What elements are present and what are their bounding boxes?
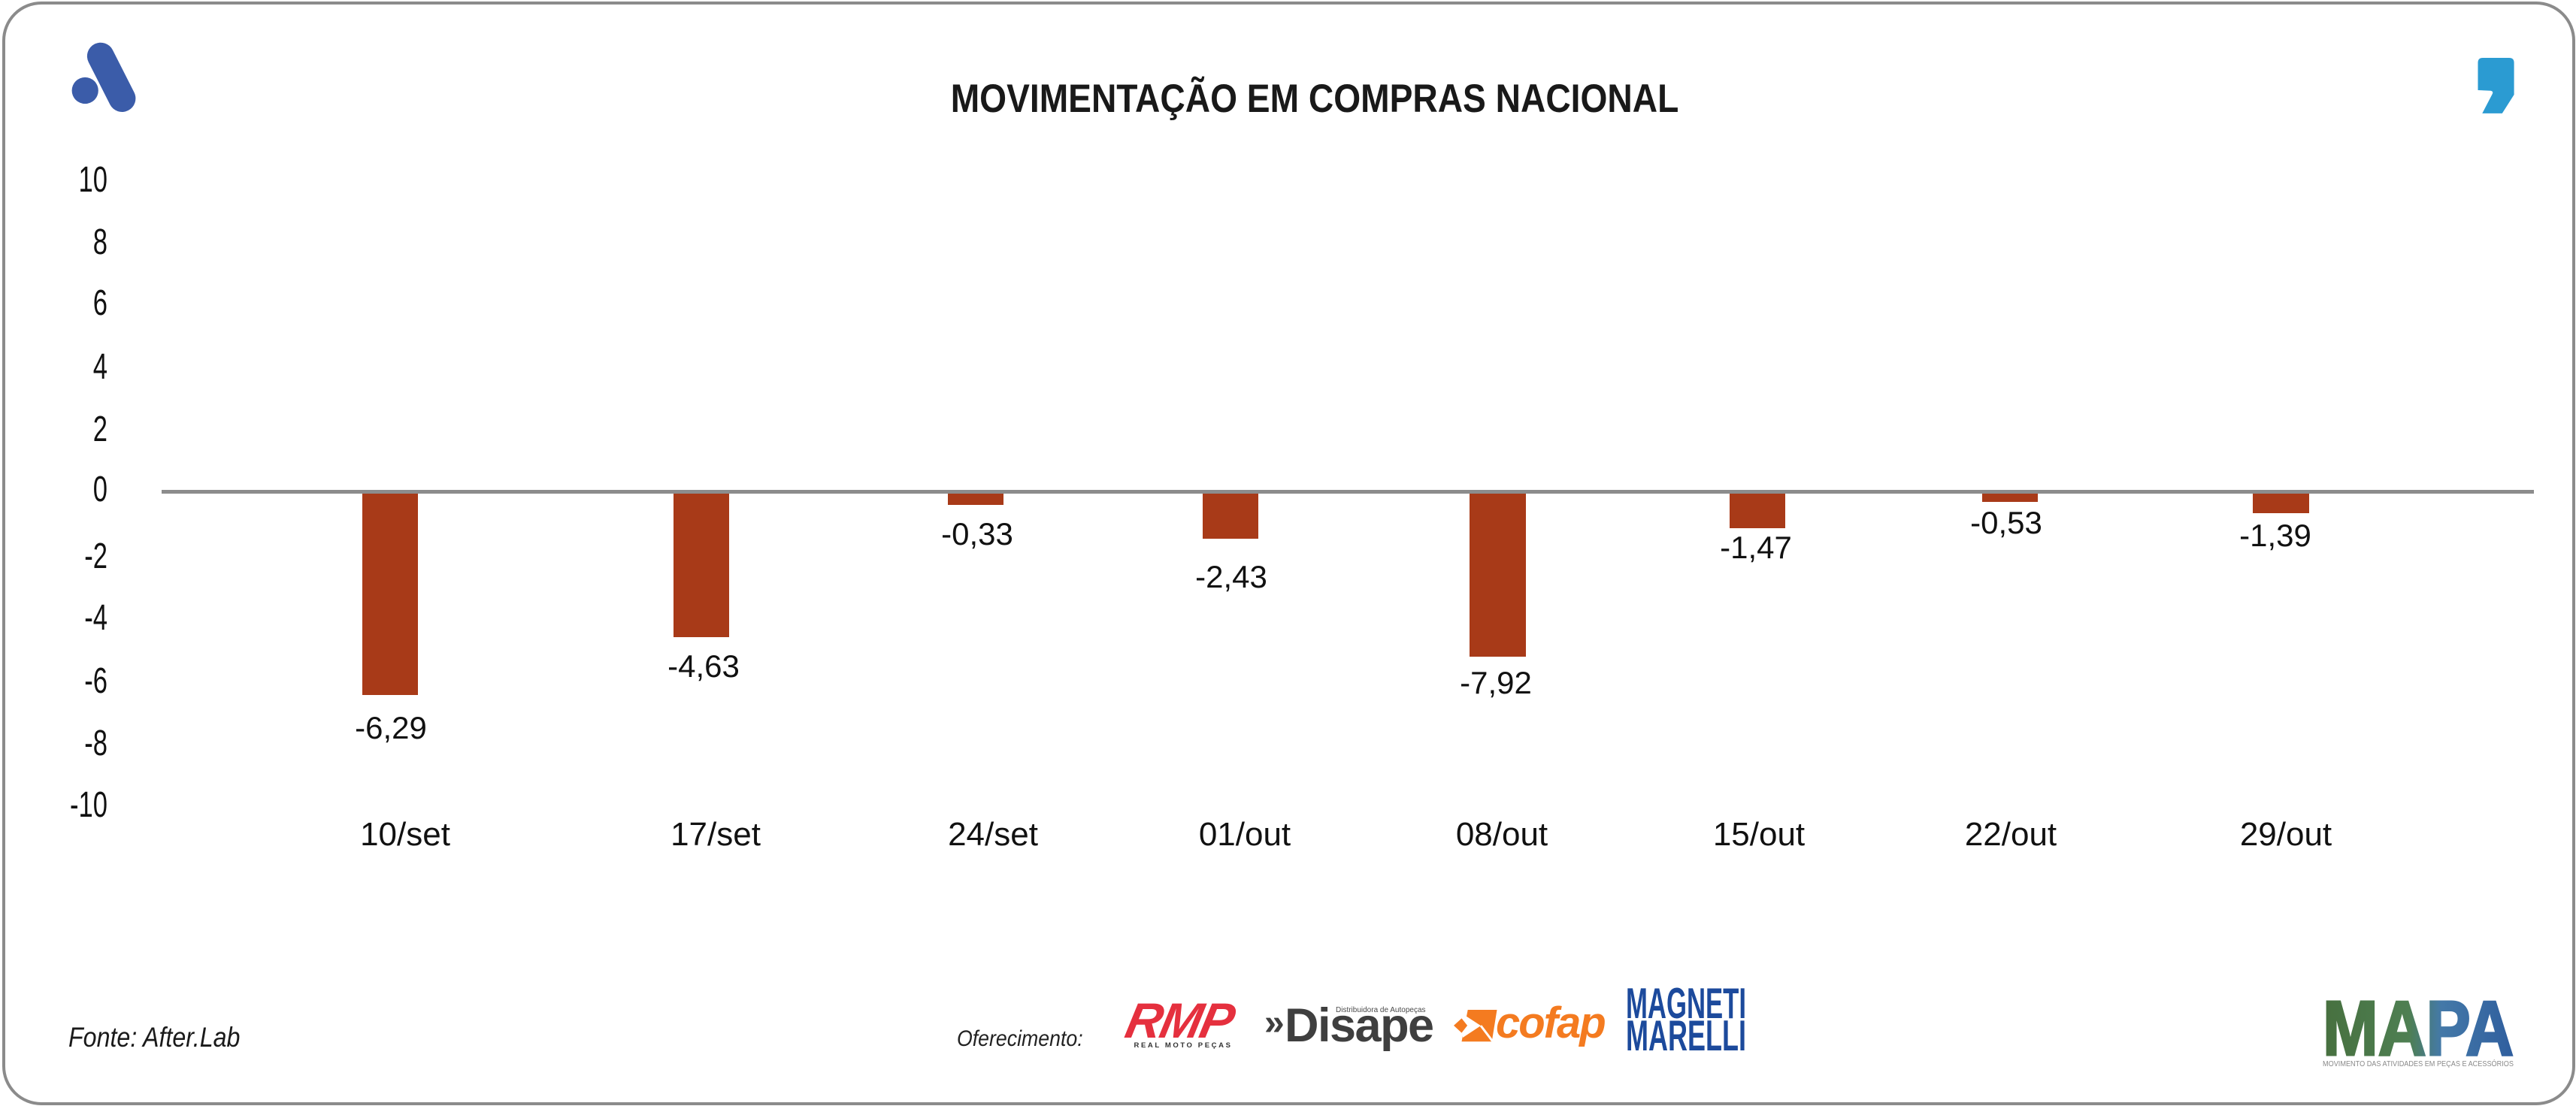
svg-text:MOVIMENTO DAS ATIVIDADES EM PE: MOVIMENTO DAS ATIVIDADES EM PEÇAS E ACES… — [2323, 1059, 2514, 1068]
svg-text:MAPA: MAPA — [2323, 992, 2514, 1071]
svg-text:MAGNETI: MAGNETI — [1626, 980, 1746, 1028]
svg-text:MARELLI: MARELLI — [1626, 1012, 1746, 1053]
